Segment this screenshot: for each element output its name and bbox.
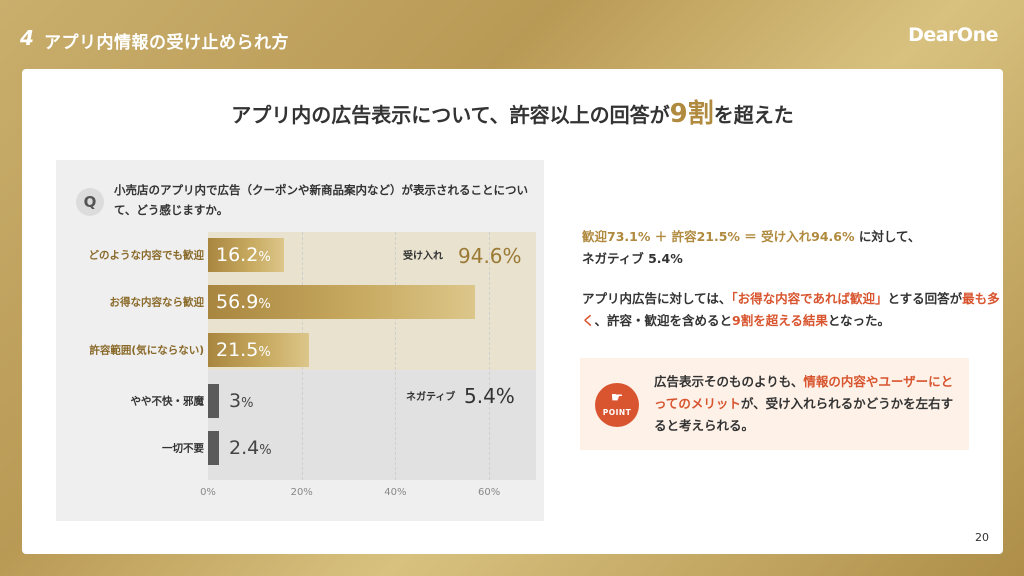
point-callout: ☛ POINT 広告表示そのものよりも、情報の内容やユーザーにとってのメリットが… [580,358,969,450]
summary-negative: ネガティブ 5.4% [582,251,683,266]
question-text: 小売店のアプリ内で広告（クーポンや新商品案内など）が表示されることについて、どう… [114,183,528,217]
summary-value: 94.6% [458,244,522,268]
slide-title: アプリ内の広告表示について、許容以上の回答が9割を超えた [22,93,1003,130]
gridline [395,232,397,480]
category-label: どのような内容でも歓迎 [88,249,205,262]
title-suffix: を超えた [713,103,794,127]
data-label: 16.2% [216,244,271,266]
conclusion-e: 、許容・歓迎を含めると [594,313,733,328]
summary-label: ネガティブ [406,392,456,403]
conclusion-f: 9割 [732,313,754,328]
point-t2: 情報の内容やユーザーにとってのメリット [654,374,954,411]
pointing-hand-icon: ☛ POINT [595,383,639,427]
conclusion-g: を超える結果 [753,313,828,328]
bar [208,431,219,465]
negative-region [208,370,536,480]
conclusion-paragraph: アプリ内広告に対しては、「お得な内容であれば歓迎」とする回答が最も多く、許容・歓… [582,288,1003,332]
conclusion-a: アプリ内広告に対しては、 [582,291,732,306]
bar [208,285,475,319]
data-label: 21.5% [216,339,271,361]
data-label: 56.9% [216,291,271,313]
content-card: アプリ内の広告表示について、許容以上の回答が9割を超えた Q 小売店のアプリ内で… [22,69,1003,554]
summary-value: 5.4% [464,384,515,408]
gridline [489,232,491,480]
conclusion-d: 最も多く [582,291,1000,328]
hand-glyph: ☛ [610,390,624,406]
point-t3: が、受け入れられるかどうかを左右すると考えられる。 [654,396,954,433]
title-highlight: 9割 [669,99,714,129]
point-label: POINT [602,408,632,417]
title-prefix: アプリ内の広告表示について、許容以上の回答が [231,103,670,127]
summary-label: 受け入れ [403,251,443,262]
summary-rest: に対して、 [858,229,921,244]
section-number: 4 [20,26,34,50]
bar [208,384,219,418]
bar [208,333,309,367]
bar [208,238,284,272]
question-badge: Q [76,188,104,216]
conclusion-c: とする回答が [887,291,963,306]
summary-paragraph: 歓迎73.1% ＋ 許容21.5% ＝ 受け入れ94.6% に対して、 ネガティ… [582,226,920,270]
x-tick-label: 60% [478,487,501,498]
conclusion-b: 「お得な内容であれば歓迎」 [731,291,888,306]
page-number: 20 [975,531,989,544]
data-label: 2.4% [229,437,272,459]
x-tick-label: 40% [384,487,407,498]
brand-logo: DearOne [908,24,998,46]
conclusion-h: となった。 [827,313,891,328]
category-label: 一切不要 [162,442,204,455]
bar-chart: Q 小売店のアプリ内で広告（クーポンや新商品案内など）が表示されることについて、… [56,160,544,521]
section-title: アプリ内情報の受け止められ方 [44,33,289,53]
category-label: お得な内容なら歓迎 [109,296,205,309]
point-t1: 広告表示そのものよりも、 [654,374,804,389]
category-label: 許容範囲(気にならない) [89,344,204,357]
point-text: 広告表示そのものよりも、情報の内容やユーザーにとってのメリットが、受け入れられる… [654,371,964,437]
x-tick-label: 0% [200,487,216,498]
summary-equation: 歓迎73.1% ＋ 許容21.5% ＝ 受け入れ94.6% [582,229,855,244]
x-tick-label: 20% [290,487,313,498]
data-label: 3% [229,390,254,412]
category-label: やや不快・邪魔 [130,395,205,408]
